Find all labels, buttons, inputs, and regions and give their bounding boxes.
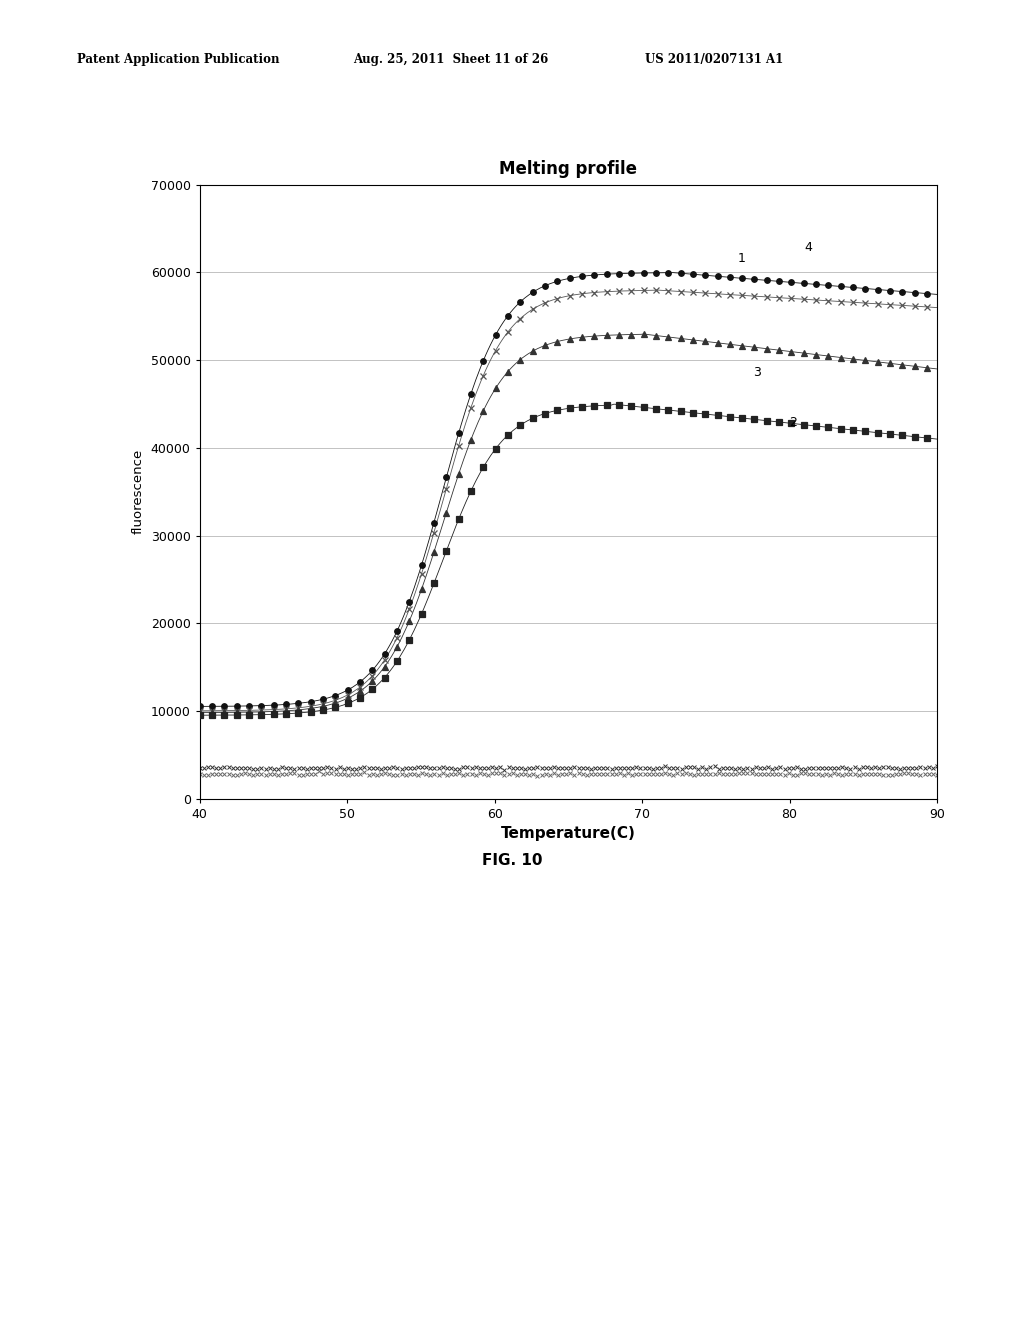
Text: US 2011/0207131 A1: US 2011/0207131 A1 bbox=[645, 53, 783, 66]
Title: Melting profile: Melting profile bbox=[500, 160, 637, 178]
X-axis label: Temperature(C): Temperature(C) bbox=[501, 826, 636, 841]
Text: FIG. 10: FIG. 10 bbox=[481, 853, 543, 867]
Text: Patent Application Publication: Patent Application Publication bbox=[77, 53, 280, 66]
Y-axis label: fluorescence: fluorescence bbox=[132, 449, 145, 535]
Text: 3: 3 bbox=[753, 366, 761, 379]
Text: 4: 4 bbox=[804, 240, 812, 253]
Text: 1: 1 bbox=[738, 252, 745, 265]
Text: 2: 2 bbox=[790, 416, 798, 429]
Text: Aug. 25, 2011  Sheet 11 of 26: Aug. 25, 2011 Sheet 11 of 26 bbox=[353, 53, 549, 66]
